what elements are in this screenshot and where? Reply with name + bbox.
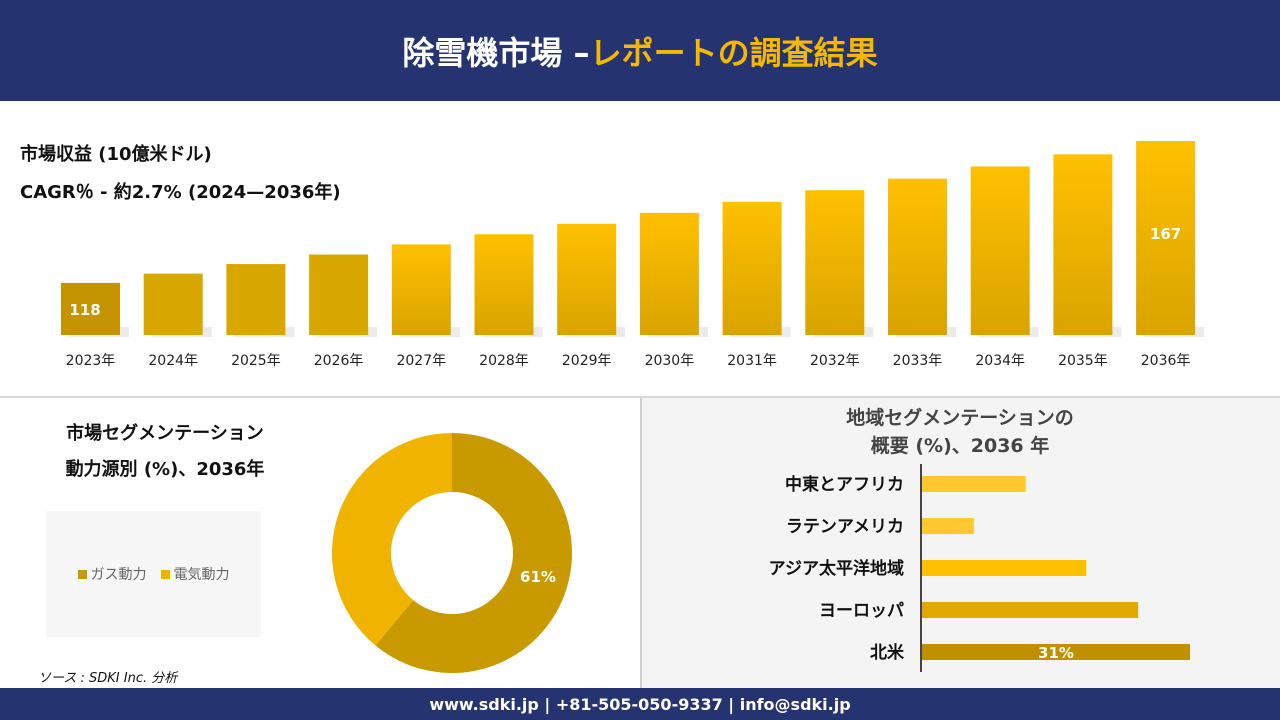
region-label: 北米 <box>870 642 905 663</box>
region-label: 中東とアフリカ <box>785 474 904 495</box>
donut-data-label: 61% <box>520 568 556 586</box>
region-label: アジア太平洋地域 <box>769 558 904 579</box>
source-note: ソース : SDKI Inc. 分析 <box>38 671 178 686</box>
legend-label: 電気動力 <box>173 567 230 583</box>
revenue-bar <box>391 244 451 335</box>
revenue-bar <box>1136 141 1196 335</box>
page-title: 除雪機市場 – レポートの調査結果 <box>0 0 1280 101</box>
revenue-bar <box>639 212 699 335</box>
region-bar <box>922 476 1026 492</box>
section-divider <box>0 396 1280 398</box>
x-tick-label: 2036年 <box>1141 353 1191 369</box>
region-label: ヨーロッパ <box>819 601 904 621</box>
regional-title-2: 概要 (%)、2036 年 <box>870 435 1050 457</box>
x-tick-label: 2031年 <box>727 353 777 369</box>
donut-slice <box>332 433 452 646</box>
region-bar <box>922 602 1139 618</box>
bar-data-label: 118 <box>69 301 100 319</box>
revenue-bar <box>226 264 286 335</box>
cagr-text: CAGR％ - 約2.7% (2024—2036年) <box>20 182 341 203</box>
x-tick-label: 2035年 <box>1058 353 1108 369</box>
donut-legend: ガス動力 電気動力 <box>46 511 261 637</box>
region-bar <box>922 644 1190 660</box>
revenue-bar <box>309 254 369 335</box>
legend-gas: ガス動力 <box>77 564 147 584</box>
power-source-donut: 61% <box>332 433 572 673</box>
x-tick-label: 2030年 <box>645 353 695 369</box>
x-tick-label: 2025年 <box>231 353 281 369</box>
region-bar <box>922 560 1087 576</box>
revenue-title: 市場収益 (10億米ドル) <box>20 144 212 165</box>
x-tick-label: 2026年 <box>314 353 364 369</box>
revenue-bar <box>61 282 120 335</box>
legend-swatch <box>77 570 87 579</box>
legend-swatch <box>160 570 170 579</box>
regional-title: 地域セグメンテーションの 概要 (%)、2036 年 <box>640 404 1280 460</box>
x-tick-label: 2028年 <box>479 353 529 369</box>
revenue-bar <box>474 234 534 335</box>
revenue-bar-chart: 2023年 118 2024年 2025年 2026年 2027年 2028年 2029年 20… <box>61 141 1205 369</box>
legend-label: ガス動力 <box>90 567 147 583</box>
segment-title-2: 動力源別 (%)、2036年 <box>65 459 265 480</box>
revenue-bar <box>888 178 947 335</box>
regional-panel <box>640 398 1280 688</box>
x-tick-label: 2034年 <box>975 353 1025 369</box>
region-label: ラテンアメリカ <box>786 517 904 537</box>
region-data-label: 31% <box>1038 644 1074 662</box>
revenue-bar <box>143 273 203 335</box>
x-tick-label: 2033年 <box>893 353 943 369</box>
x-tick-label: 2023年 <box>66 353 116 369</box>
revenue-bar <box>805 190 865 335</box>
region-bar <box>922 518 974 534</box>
footer-contact: www.sdki.jp | +81-505-050-9337 | info@sd… <box>0 688 1280 720</box>
x-tick-label: 2027年 <box>396 353 446 369</box>
legend-electric: 電気動力 <box>160 564 230 584</box>
donut-slice <box>375 433 572 673</box>
regional-title-1: 地域セグメンテーションの <box>846 407 1074 429</box>
x-tick-label: 2032年 <box>810 353 860 369</box>
x-tick-label: 2024年 <box>148 353 198 369</box>
revenue-bar <box>557 223 617 335</box>
revenue-bar <box>1053 154 1113 335</box>
x-tick-label: 2029年 <box>562 353 612 369</box>
bar-data-label: 167 <box>1150 225 1181 243</box>
revenue-bar <box>970 166 1030 335</box>
title-highlight: レポートの調査結果 <box>589 33 878 72</box>
title-main: 除雪機市場 – <box>402 33 590 72</box>
segment-title-1: 市場セグメンテーション <box>66 423 264 444</box>
revenue-bar <box>722 201 782 335</box>
